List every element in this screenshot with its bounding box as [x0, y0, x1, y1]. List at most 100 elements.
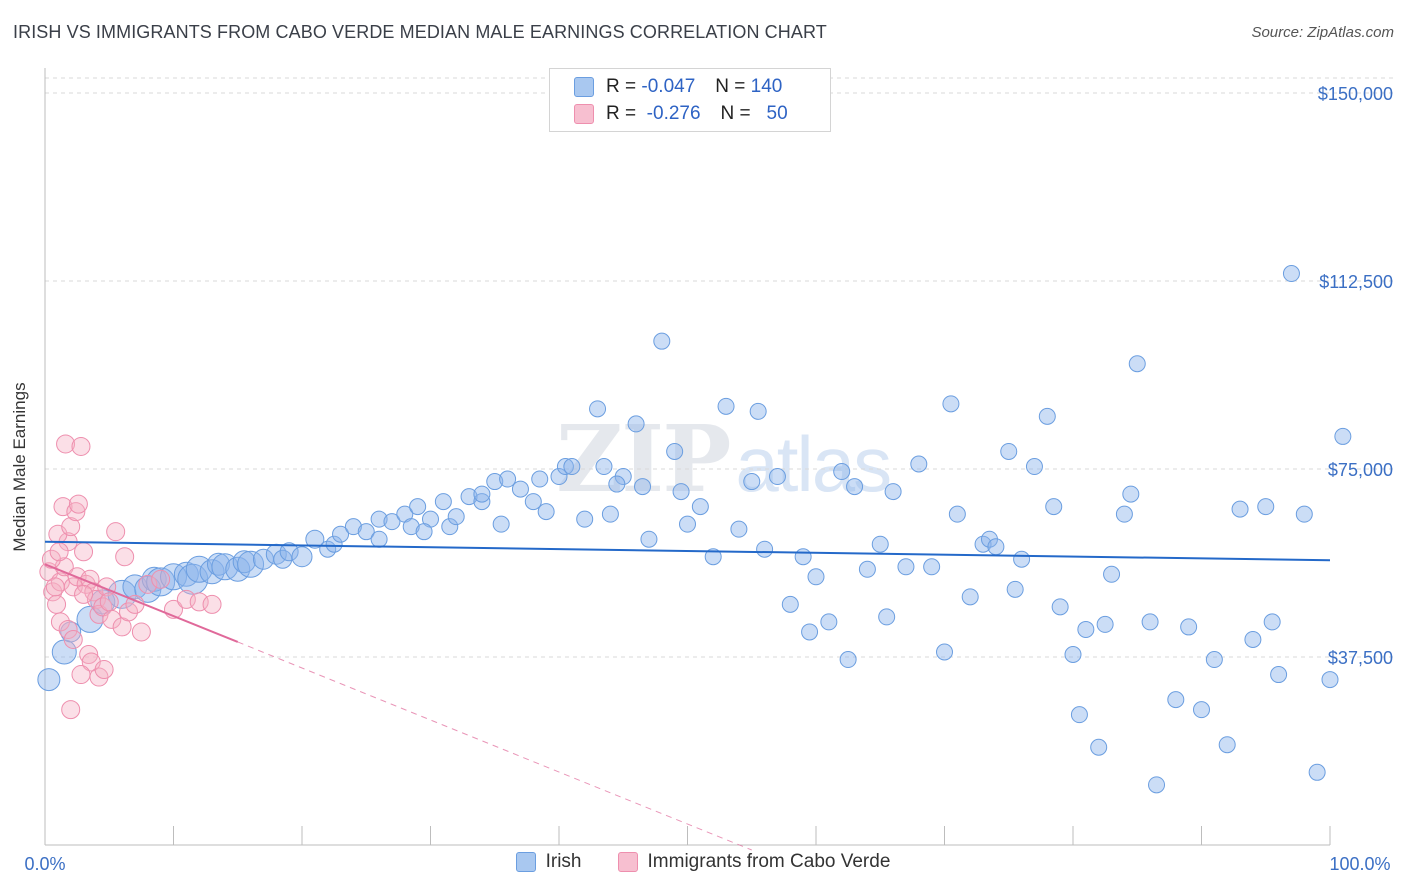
irish-point	[942, 395, 960, 413]
legend-swatch-irish	[574, 77, 594, 97]
cabo-verde-point	[49, 542, 69, 562]
legend-r-value-cabo-verde: -0.276	[646, 103, 701, 124]
irish-point	[1090, 738, 1108, 756]
tick-labels: $37,500 $75,000 $112,500 $150,000 0.0% 100.0%	[24, 84, 1393, 874]
legend-r-label: R =	[606, 76, 637, 97]
series-swatch-cabo-verde	[617, 852, 638, 872]
irish-point	[409, 498, 427, 516]
irish-point	[1038, 407, 1056, 425]
irish-point	[1167, 691, 1185, 709]
irish-point	[1282, 265, 1300, 283]
correlation-legend: R = -0.047 N = 140 R = -0.276 N = 50	[549, 68, 831, 132]
irish-point	[730, 520, 748, 538]
series-legend-cabo-verde[interactable]: Immigrants from Cabo Verde	[617, 851, 891, 873]
irish-point	[1180, 618, 1198, 636]
irish-point	[1115, 505, 1133, 523]
y-axis-label: Median Male Earnings	[10, 382, 29, 552]
series-legend-irish[interactable]: Irish	[515, 851, 582, 873]
irish-point	[1244, 630, 1262, 648]
irish-point	[1000, 442, 1018, 460]
irish-point	[563, 458, 581, 476]
irish-point	[801, 623, 819, 641]
cabo-verde-point	[71, 436, 91, 456]
irish-point	[923, 558, 941, 576]
irish-point	[679, 515, 696, 533]
irish-point	[833, 463, 851, 481]
irish-point	[237, 550, 265, 578]
legend-row-cabo-verde: R = -0.276 N = 50	[574, 102, 788, 126]
irish-point	[511, 480, 529, 498]
irish-point	[1013, 550, 1031, 568]
irish-point	[634, 478, 652, 496]
irish-point	[325, 535, 343, 553]
irish-point	[1025, 458, 1043, 476]
legend-row-irish: R = -0.047 N = 140	[574, 75, 782, 99]
irish-point	[768, 468, 786, 486]
series-label-irish: Irish	[545, 851, 582, 872]
cabo-verde-point	[63, 629, 83, 649]
x-tick-label: 100.0%	[1329, 854, 1390, 874]
series-swatch-irish	[515, 852, 536, 872]
irish-point	[781, 595, 799, 613]
legend-n-value-cabo-verde: 50	[766, 103, 788, 124]
irish-point	[1122, 485, 1140, 503]
irish-point	[273, 549, 293, 569]
series-label-cabo-verde: Immigrants from Cabo Verde	[647, 851, 891, 872]
irish-point	[344, 518, 362, 536]
irish-point	[839, 651, 857, 669]
cabo-verde-trend-line	[44, 563, 239, 643]
irish-point	[691, 498, 709, 516]
axes	[44, 68, 1331, 846]
irish-point	[1103, 565, 1121, 583]
irish-point	[846, 478, 864, 496]
irish-point	[595, 458, 613, 476]
irish-point	[537, 503, 555, 521]
cabo-verde-point	[43, 582, 63, 602]
irish-point	[1205, 651, 1223, 669]
cabo-verde-points	[39, 434, 222, 720]
cabo-verde-point	[102, 609, 122, 629]
irish-point	[305, 529, 325, 549]
irish-point	[884, 483, 902, 501]
cabo-verde-point	[94, 660, 114, 680]
irish-point	[232, 550, 256, 574]
irish-point	[897, 558, 915, 576]
trend-lines	[44, 540, 1331, 851]
irish-point	[627, 415, 645, 433]
irish-point	[717, 397, 735, 415]
irish-point	[1141, 613, 1159, 631]
irish-point	[1128, 355, 1146, 373]
x-tick-label: 0.0%	[24, 854, 65, 874]
irish-point	[601, 505, 619, 523]
irish-point	[415, 523, 433, 541]
irish-point	[1064, 646, 1082, 664]
irish-point	[37, 668, 61, 692]
irish-point	[1045, 498, 1063, 516]
irish-point	[1334, 427, 1352, 445]
irish-point	[1257, 498, 1275, 516]
irish-point	[1231, 500, 1249, 518]
cabo-verde-trend-extension	[237, 641, 752, 851]
y-tick-label: $37,500	[1328, 648, 1393, 668]
irish-point	[807, 568, 825, 586]
irish-point	[434, 493, 452, 511]
legend-n-value-irish: 140	[750, 76, 783, 97]
irish-point	[1321, 671, 1339, 689]
cabo-verde-point	[99, 592, 119, 612]
irish-point	[858, 560, 876, 578]
irish-point	[820, 613, 838, 631]
cabo-verde-point	[61, 700, 81, 720]
irish-point	[936, 643, 953, 661]
cabo-verde-point	[131, 622, 151, 642]
irish-point	[672, 483, 690, 501]
irish-point	[1077, 620, 1095, 638]
irish-point	[794, 548, 812, 566]
irish-point	[332, 525, 350, 543]
irish-point	[987, 538, 1005, 556]
irish-point	[871, 535, 889, 553]
cabo-verde-point	[79, 645, 99, 665]
legend-n-label: N =	[720, 103, 751, 124]
irish-point	[589, 400, 607, 418]
irish-point	[447, 508, 465, 526]
y-tick-label: $75,000	[1328, 460, 1393, 480]
